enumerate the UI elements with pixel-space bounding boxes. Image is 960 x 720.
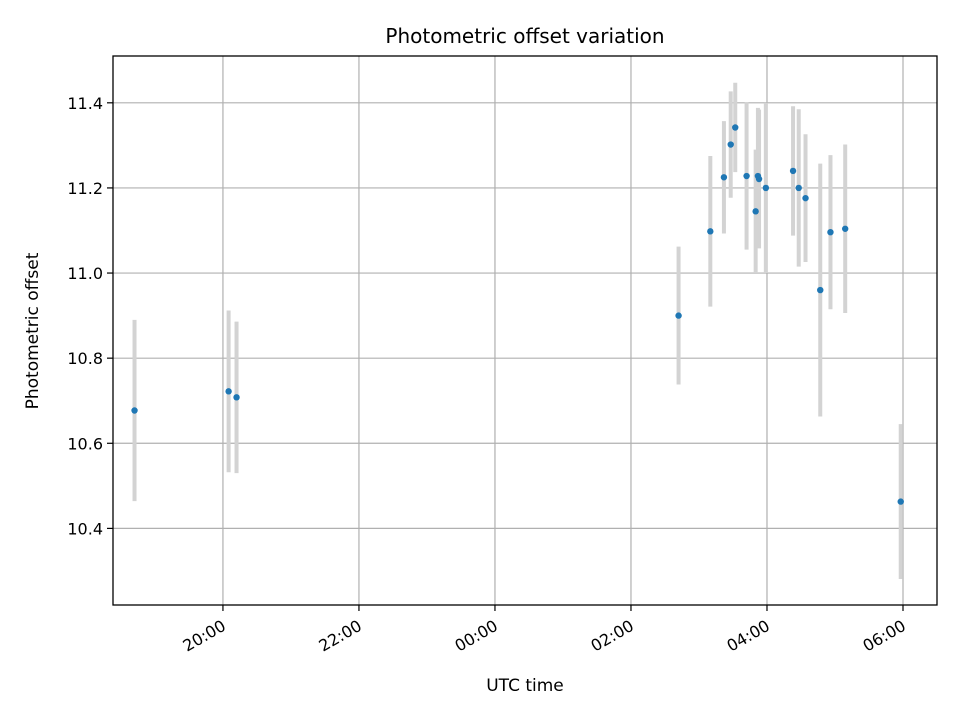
x-tick-label: 22:00 bbox=[316, 616, 365, 656]
data-point bbox=[707, 228, 714, 235]
data-point bbox=[755, 175, 763, 183]
data-point bbox=[802, 194, 809, 202]
y-tick-label: 10.8 bbox=[67, 349, 103, 368]
y-tick-label: 11.4 bbox=[67, 94, 103, 113]
data-point bbox=[827, 228, 834, 236]
data-point bbox=[789, 167, 797, 175]
y-tick-label: 11.0 bbox=[67, 264, 103, 283]
y-axis-ticks: 10.4 10.6 10.8 11.0 11.2 11.4 bbox=[67, 94, 113, 538]
x-tick-label: 04:00 bbox=[724, 616, 773, 656]
y-tick-label: 10.4 bbox=[67, 519, 103, 538]
data-point bbox=[720, 174, 728, 181]
data-point bbox=[762, 184, 770, 192]
data-point bbox=[752, 208, 759, 215]
data-point bbox=[675, 312, 682, 319]
error-bars bbox=[132, 82, 903, 580]
data-point bbox=[795, 184, 802, 192]
data-points bbox=[131, 124, 904, 505]
data-point bbox=[817, 286, 824, 294]
data-point bbox=[131, 407, 138, 414]
x-tick-label: 02:00 bbox=[588, 616, 637, 656]
data-point bbox=[897, 498, 904, 505]
chart-title: Photometric offset variation bbox=[385, 24, 664, 48]
data-point bbox=[841, 225, 849, 232]
data-point bbox=[727, 141, 734, 148]
data-point bbox=[732, 124, 739, 131]
x-tick-label: 20:00 bbox=[180, 616, 229, 656]
plot-frame bbox=[112, 55, 938, 606]
y-tick-label: 10.6 bbox=[67, 434, 103, 453]
x-axis-label: UTC time bbox=[486, 676, 564, 696]
y-axis-label: Photometric offset bbox=[23, 252, 43, 409]
data-point bbox=[233, 394, 240, 401]
data-point bbox=[225, 388, 232, 395]
x-tick-label: 06:00 bbox=[860, 616, 909, 656]
x-tick-label: 00:00 bbox=[452, 616, 501, 656]
x-axis-ticks: 20:00 22:00 00:00 02:00 04:00 06:00 bbox=[180, 605, 909, 656]
data-point bbox=[743, 172, 750, 180]
grid-lines bbox=[113, 56, 937, 605]
y-tick-label: 11.2 bbox=[67, 179, 103, 198]
